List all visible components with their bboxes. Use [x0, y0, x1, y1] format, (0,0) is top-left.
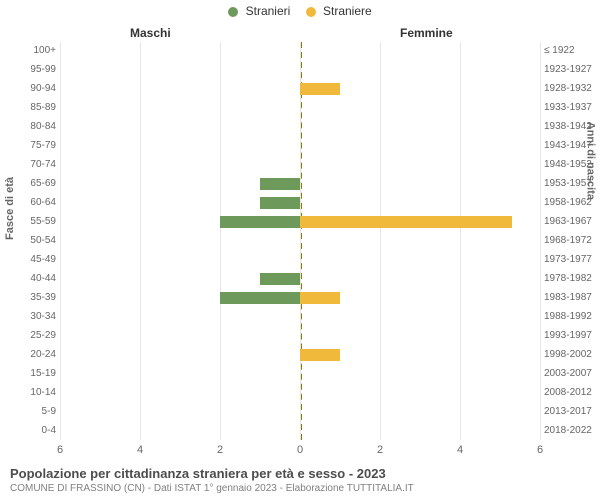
- bar-female: [300, 349, 340, 361]
- gridline: [540, 42, 541, 440]
- column-header-female: Femmine: [400, 26, 453, 40]
- x-tick-label: 2: [377, 444, 383, 456]
- birth-year-label: 1978-1982: [544, 273, 596, 284]
- age-row: 95-991923-1927: [60, 63, 540, 77]
- age-row: 85-891933-1937: [60, 101, 540, 115]
- age-row: 70-741948-1952: [60, 158, 540, 172]
- age-label: 20-24: [12, 349, 56, 360]
- legend-label-female: Straniere: [323, 4, 372, 18]
- legend: Stranieri Straniere: [0, 4, 600, 18]
- age-row: 40-441978-1982: [60, 272, 540, 286]
- chart-title: Popolazione per cittadinanza straniera p…: [10, 466, 590, 481]
- legend-item-female: Straniere: [306, 4, 372, 18]
- age-row: 100+≤ 1922: [60, 44, 540, 58]
- bar-male: [220, 292, 300, 304]
- bar-male: [260, 197, 300, 209]
- age-row: 20-241998-2002: [60, 348, 540, 362]
- birth-year-label: 1948-1952: [544, 159, 596, 170]
- x-tick-label: 6: [537, 444, 543, 456]
- chart-subtitle: COMUNE DI FRASSINO (CN) - Dati ISTAT 1° …: [10, 483, 590, 494]
- legend-swatch-male: [228, 7, 238, 17]
- age-row: 50-541968-1972: [60, 234, 540, 248]
- age-label: 45-49: [12, 254, 56, 265]
- birth-year-label: 1988-1992: [544, 311, 596, 322]
- age-label: 70-74: [12, 159, 56, 170]
- age-label: 40-44: [12, 273, 56, 284]
- birth-year-label: 1938-1942: [544, 121, 596, 132]
- bar-male: [260, 273, 300, 285]
- age-label: 50-54: [12, 235, 56, 246]
- age-label: 85-89: [12, 102, 56, 113]
- x-tick-label: 2: [217, 444, 223, 456]
- age-row: 15-192003-2007: [60, 367, 540, 381]
- birth-year-label: 1983-1987: [544, 292, 596, 303]
- birth-year-label: 2013-2017: [544, 406, 596, 417]
- age-row: 0-42018-2022: [60, 424, 540, 438]
- chart-footer: Popolazione per cittadinanza straniera p…: [10, 466, 590, 494]
- population-pyramid-chart: Stranieri Straniere Maschi Femmine Fasce…: [0, 0, 600, 500]
- birth-year-label: 2003-2007: [544, 368, 596, 379]
- birth-year-label: 1928-1932: [544, 83, 596, 94]
- birth-year-label: 1958-1962: [544, 197, 596, 208]
- birth-year-label: 1973-1977: [544, 254, 596, 265]
- age-label: 95-99: [12, 64, 56, 75]
- legend-item-male: Stranieri: [228, 4, 290, 18]
- age-row: 80-841938-1942: [60, 120, 540, 134]
- column-header-male: Maschi: [130, 26, 171, 40]
- age-label: 80-84: [12, 121, 56, 132]
- age-label: 0-4: [12, 425, 56, 436]
- age-label: 75-79: [12, 140, 56, 151]
- birth-year-label: 2018-2022: [544, 425, 596, 436]
- age-label: 35-39: [12, 292, 56, 303]
- bar-female: [300, 216, 512, 228]
- age-row: 90-941928-1932: [60, 82, 540, 96]
- age-label: 10-14: [12, 387, 56, 398]
- birth-year-label: 1998-2002: [544, 349, 596, 360]
- age-row: 45-491973-1977: [60, 253, 540, 267]
- age-row: 75-791943-1947: [60, 139, 540, 153]
- age-label: 60-64: [12, 197, 56, 208]
- age-row: 35-391983-1987: [60, 291, 540, 305]
- age-row: 60-641958-1962: [60, 196, 540, 210]
- birth-year-label: 1943-1947: [544, 140, 596, 151]
- birth-year-label: 1993-1997: [544, 330, 596, 341]
- age-label: 65-69: [12, 178, 56, 189]
- birth-year-label: 1953-1957: [544, 178, 596, 189]
- x-tick-label: 4: [137, 444, 143, 456]
- bar-male: [220, 216, 300, 228]
- age-row: 25-291993-1997: [60, 329, 540, 343]
- x-tick-label: 0: [297, 444, 303, 456]
- age-row: 5-92013-2017: [60, 405, 540, 419]
- age-label: 25-29: [12, 330, 56, 341]
- birth-year-label: 1923-1927: [544, 64, 596, 75]
- age-label: 30-34: [12, 311, 56, 322]
- birth-year-label: ≤ 1922: [544, 45, 596, 56]
- bar-female: [300, 292, 340, 304]
- birth-year-label: 1933-1937: [544, 102, 596, 113]
- plot-area: 6420246100+≤ 192295-991923-192790-941928…: [60, 42, 540, 440]
- age-label: 5-9: [12, 406, 56, 417]
- bar-female: [300, 83, 340, 95]
- birth-year-label: 2008-2012: [544, 387, 596, 398]
- legend-swatch-female: [306, 7, 316, 17]
- x-tick-label: 6: [57, 444, 63, 456]
- age-label: 100+: [12, 45, 56, 56]
- bar-male: [260, 178, 300, 190]
- age-row: 10-142008-2012: [60, 386, 540, 400]
- age-label: 15-19: [12, 368, 56, 379]
- age-label: 90-94: [12, 83, 56, 94]
- legend-label-male: Stranieri: [246, 4, 291, 18]
- birth-year-label: 1963-1967: [544, 216, 596, 227]
- age-row: 65-691953-1957: [60, 177, 540, 191]
- birth-year-label: 1968-1972: [544, 235, 596, 246]
- age-row: 55-591963-1967: [60, 215, 540, 229]
- age-row: 30-341988-1992: [60, 310, 540, 324]
- x-tick-label: 4: [457, 444, 463, 456]
- age-label: 55-59: [12, 216, 56, 227]
